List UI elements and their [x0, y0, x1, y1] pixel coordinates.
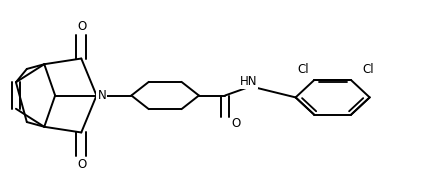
Text: O: O	[77, 20, 87, 33]
Text: O: O	[231, 117, 240, 130]
Text: Cl: Cl	[362, 63, 374, 76]
Text: HN: HN	[240, 75, 257, 88]
Text: O: O	[77, 158, 87, 171]
Text: Cl: Cl	[298, 63, 309, 76]
Text: N: N	[97, 89, 106, 102]
